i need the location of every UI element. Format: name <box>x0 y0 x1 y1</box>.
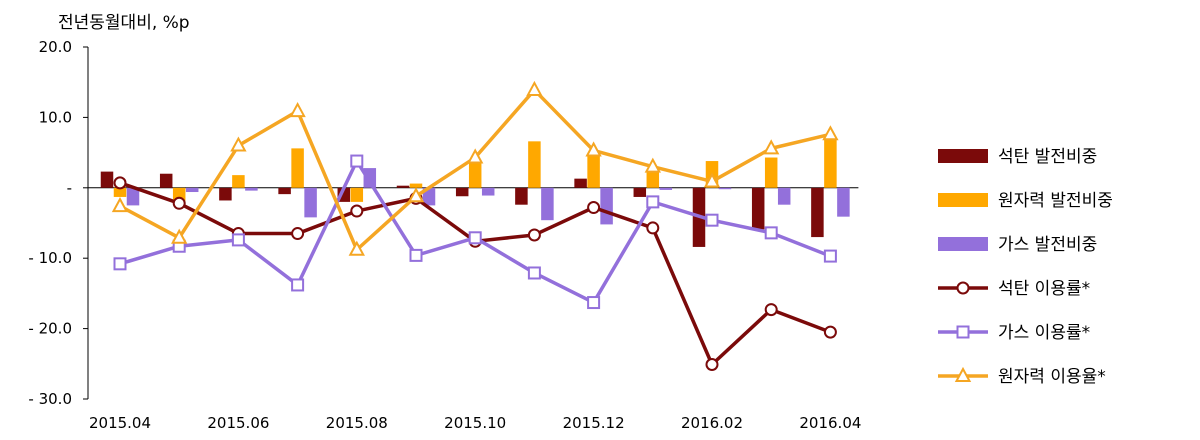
x-tick-label: 2015.08 <box>326 414 388 432</box>
y-tick-label: 10.0 <box>39 108 72 126</box>
series-line <box>119 181 832 367</box>
point <box>764 226 778 240</box>
bar <box>232 175 245 188</box>
point <box>350 204 364 218</box>
point <box>171 228 188 244</box>
x-tick-label: 2016.04 <box>799 414 861 432</box>
bar <box>468 161 482 188</box>
bar <box>291 148 304 188</box>
legend-label: 가스 발전비중 <box>998 235 1097 255</box>
x-tick-label: 2015.06 <box>207 414 269 432</box>
bar <box>481 187 495 196</box>
point <box>348 240 365 256</box>
bar <box>541 187 554 221</box>
point <box>703 172 721 188</box>
point <box>585 141 602 157</box>
bar <box>422 187 436 206</box>
bar <box>350 187 364 202</box>
bar <box>764 157 778 188</box>
point <box>113 257 127 271</box>
legend-label: 원자력 발전비중 <box>998 191 1113 211</box>
legend-label: 석탄 이용률* <box>998 279 1090 299</box>
point <box>823 249 837 263</box>
legend-swatch <box>938 193 988 207</box>
point <box>526 80 543 96</box>
bar <box>396 185 410 188</box>
point <box>230 136 247 152</box>
bar <box>363 168 377 188</box>
legend-swatch <box>938 237 988 251</box>
point <box>468 231 482 245</box>
point <box>113 176 127 190</box>
bar <box>574 178 587 188</box>
bar <box>278 187 291 195</box>
bar <box>633 187 647 197</box>
y-axis-label: 전년동월대비, %p <box>58 13 190 33</box>
bar <box>455 187 469 197</box>
bar <box>185 187 199 193</box>
point <box>646 221 660 235</box>
bar <box>100 171 114 188</box>
bar <box>777 187 791 205</box>
point <box>467 148 484 164</box>
legend-swatch <box>938 149 988 163</box>
point <box>705 358 719 372</box>
point <box>644 157 661 173</box>
legend-label: 석탄 발전비중 <box>998 147 1097 167</box>
x-tick-label: 2015.10 <box>444 414 506 432</box>
y-tick-label: - 20.0 <box>28 320 72 338</box>
bar <box>837 187 850 217</box>
x-tick-label: 2015.12 <box>563 414 625 432</box>
bar <box>811 187 824 238</box>
bar <box>600 187 613 225</box>
bar <box>159 173 173 188</box>
point <box>823 325 837 339</box>
bar <box>245 187 258 191</box>
point <box>527 266 541 280</box>
bar <box>113 187 127 197</box>
bar <box>646 170 660 188</box>
point <box>291 278 305 292</box>
point <box>646 195 660 209</box>
bar <box>587 156 600 188</box>
y-tick-label: - <box>67 179 72 197</box>
bar <box>304 187 317 218</box>
legend-marker <box>954 366 972 382</box>
point <box>705 213 719 227</box>
bar <box>751 187 765 230</box>
bar <box>718 187 732 190</box>
bar <box>126 187 140 206</box>
point <box>587 201 601 215</box>
point <box>231 233 245 247</box>
bar <box>409 183 423 188</box>
legend-label: 원자력 이용율* <box>998 367 1106 387</box>
legend-marker <box>956 325 970 339</box>
bar <box>528 141 541 188</box>
point <box>172 196 186 210</box>
point <box>407 187 425 203</box>
bar <box>824 139 837 188</box>
y-tick-label: - 30.0 <box>28 390 72 408</box>
y-tick-label: 20.0 <box>39 38 72 56</box>
legend-label: 가스 이용률* <box>998 323 1090 343</box>
y-tick-label: - 10.0 <box>28 249 72 267</box>
x-tick-label: 2016.02 <box>681 414 743 432</box>
point <box>587 296 601 310</box>
point <box>289 101 306 118</box>
point <box>527 228 541 242</box>
bar <box>515 187 528 205</box>
point <box>409 248 423 262</box>
legend-marker <box>956 281 970 295</box>
point <box>763 139 780 155</box>
point <box>291 227 305 241</box>
point <box>822 125 839 141</box>
point <box>350 154 364 168</box>
bar <box>219 187 232 201</box>
point <box>764 303 778 317</box>
point <box>111 197 129 213</box>
x-tick-label: 2015.04 <box>89 414 151 432</box>
bar <box>659 187 673 190</box>
